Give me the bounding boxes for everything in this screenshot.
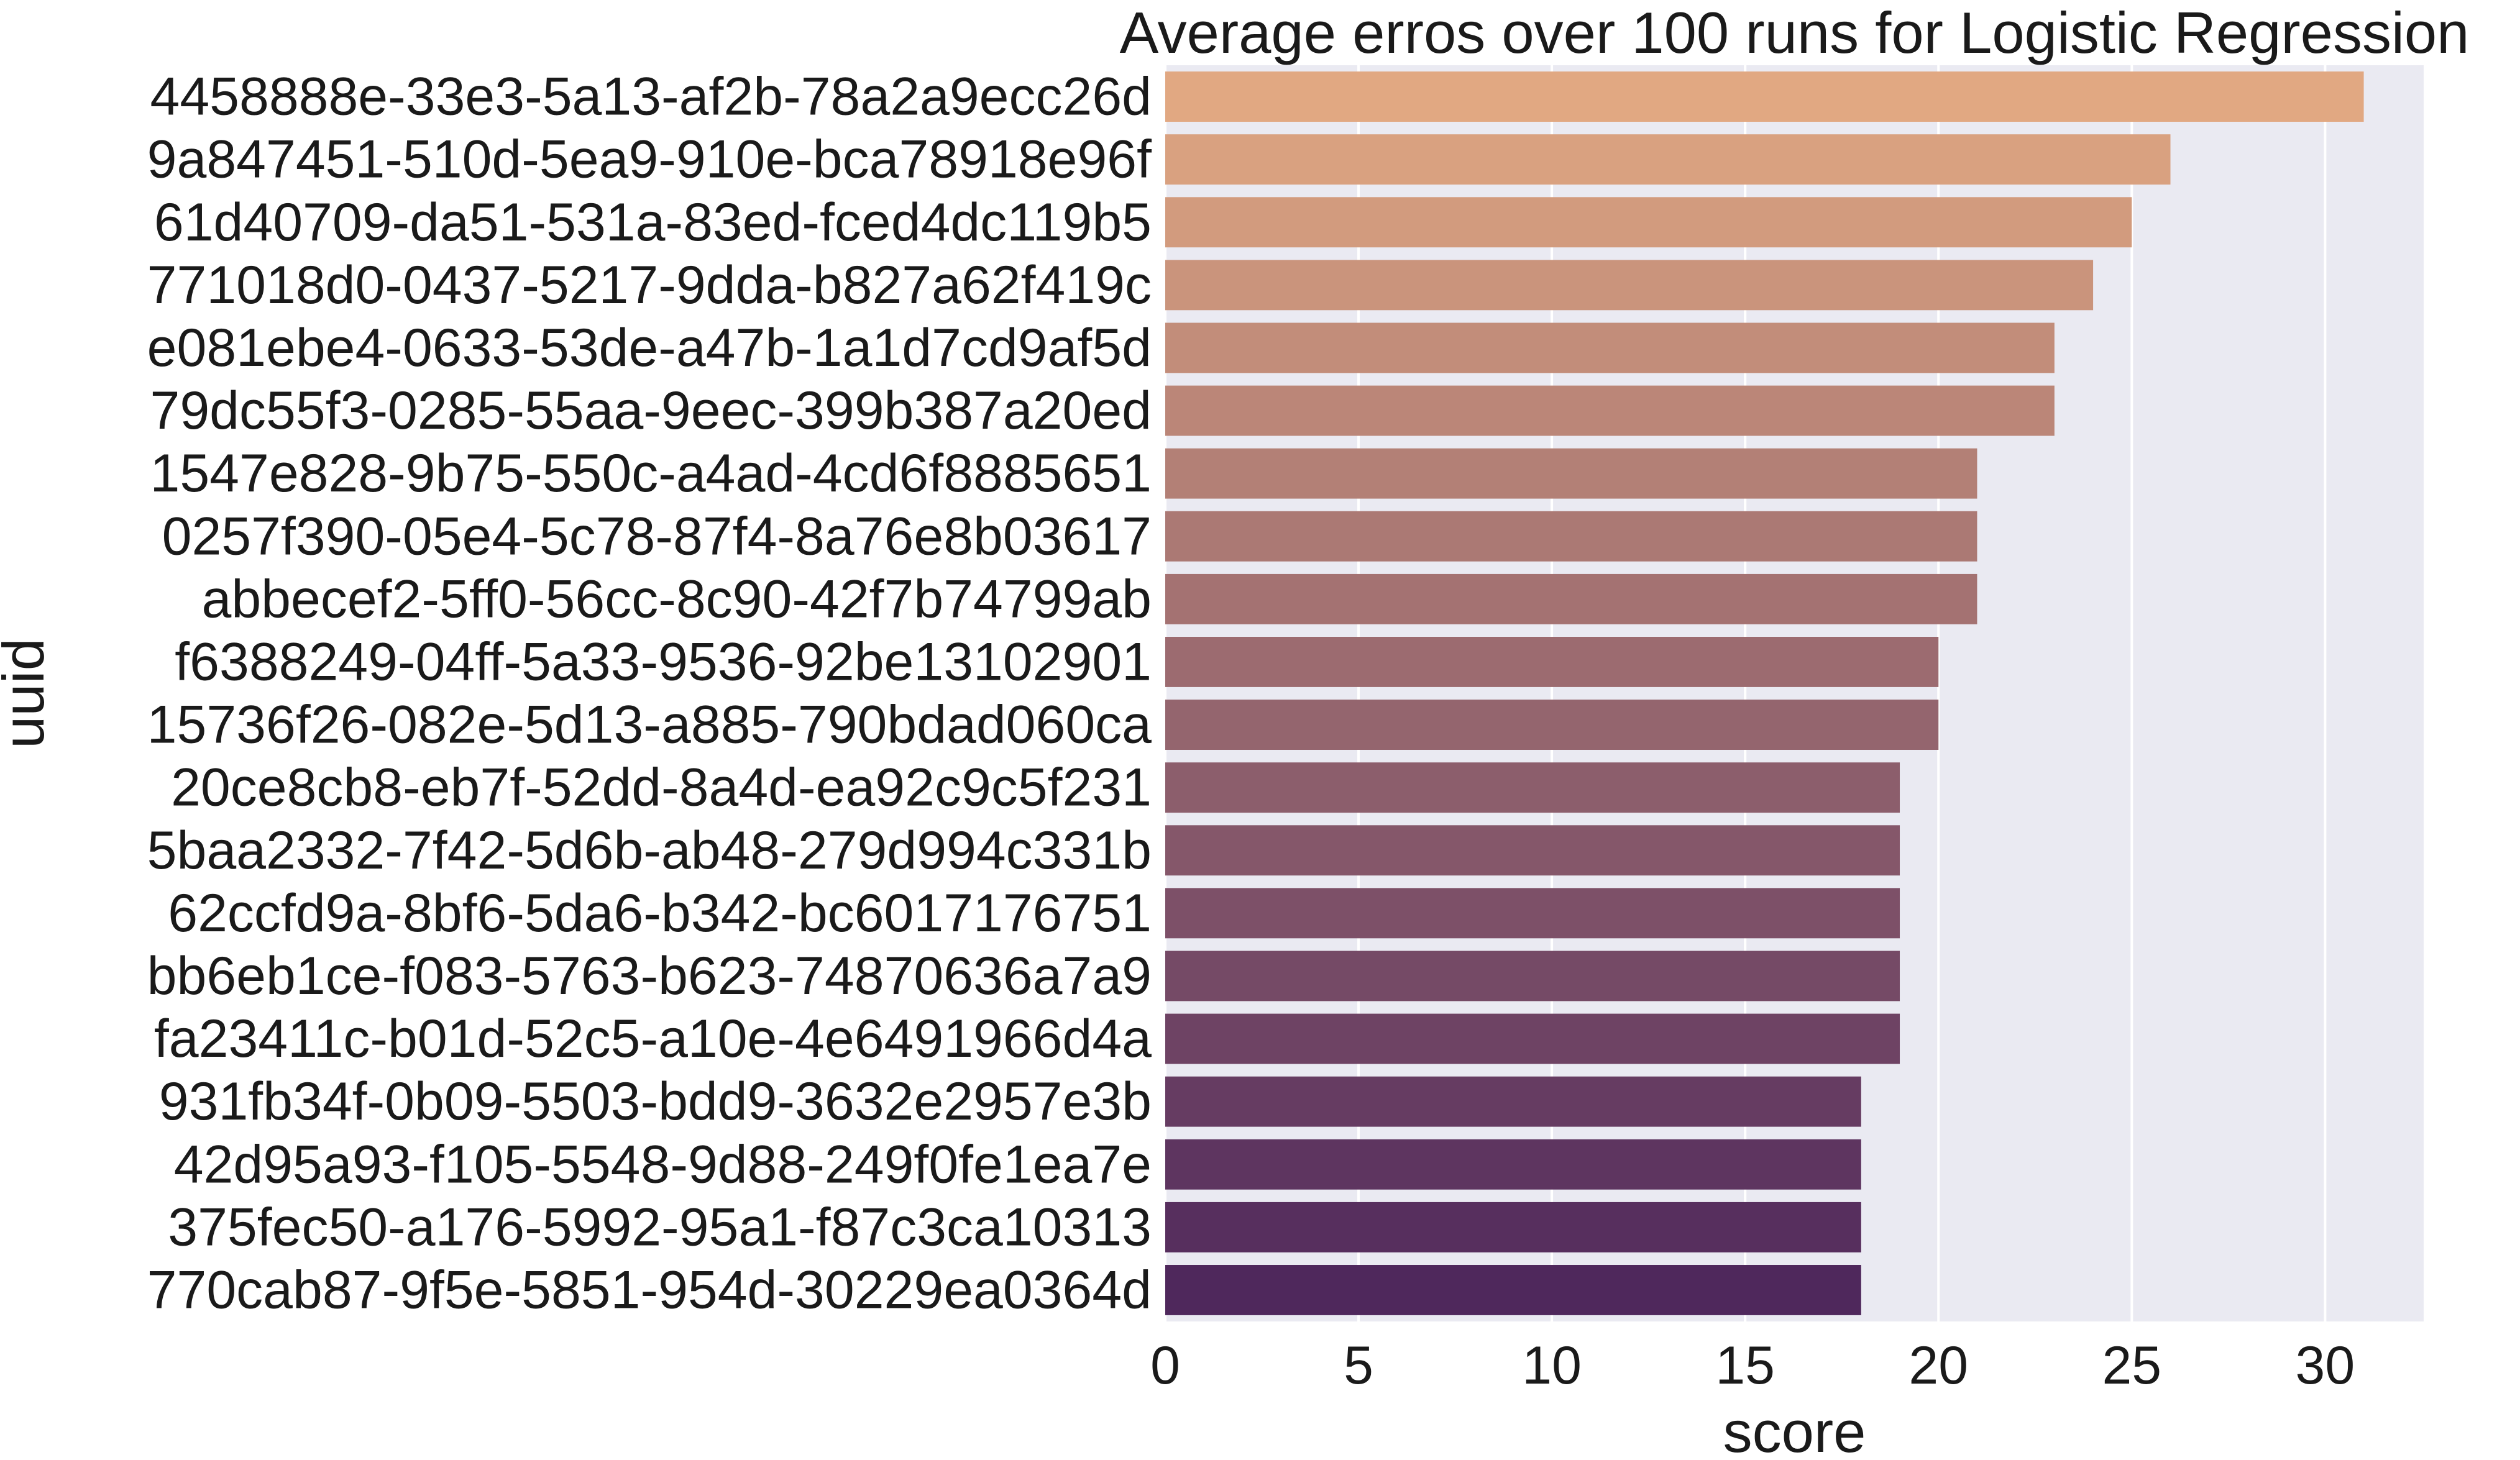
- y-tick-label: bb6eb1ce-f083-5763-b623-74870636a7a9: [147, 946, 1152, 1006]
- y-tick-label: 931fb34f-0b09-5503-bdd9-3632e2957e3b: [159, 1072, 1152, 1131]
- bar: [1165, 385, 2055, 436]
- bar: [1165, 511, 1977, 562]
- x-axis-label: score: [1723, 1399, 1866, 1457]
- y-tick-label: f6388249-04ff-5a33-9536-92be13102901: [175, 632, 1152, 691]
- bar: [1165, 1013, 1900, 1064]
- y-tick-label: fa23411c-b01d-52c5-a10e-4e6491966d4a: [154, 1009, 1152, 1069]
- y-tick-label: 79dc55f3-0285-55aa-9eec-399b387a20ed: [150, 381, 1152, 440]
- bar: [1165, 322, 2055, 373]
- y-tick-label: 61d40709-da51-531a-83ed-fced4dc119b5: [154, 193, 1152, 252]
- bar: [1165, 1265, 1861, 1315]
- bar: [1165, 951, 1900, 1001]
- bar: [1165, 71, 2364, 122]
- bar: [1165, 260, 2094, 311]
- bar: [1165, 825, 1900, 876]
- x-tick-label: 20: [1908, 1336, 1968, 1395]
- bar: [1165, 197, 2132, 248]
- y-tick-labels: 4458888e-33e3-5a13-af2b-78a2a9ecc26d9a84…: [147, 67, 1152, 1320]
- bar: [1165, 1202, 1861, 1252]
- y-tick-label: 42d95a93-f105-5548-9d88-249f0fe1ea7e: [174, 1134, 1152, 1194]
- y-tick-label: e081ebe4-0633-53de-a47b-1a1d7cd9af5d: [147, 318, 1152, 378]
- bar: [1165, 1139, 1861, 1190]
- y-tick-label: 62ccfd9a-8bf6-5da6-b342-bc6017176751: [168, 883, 1152, 943]
- x-tick-label: 10: [1522, 1336, 1582, 1395]
- x-tick-label: 25: [2102, 1336, 2161, 1395]
- y-axis-label: uuid: [0, 638, 56, 749]
- x-tick-label: 30: [2296, 1336, 2355, 1395]
- y-tick-label: 1547e828-9b75-550c-a4ad-4cd6f8885651: [150, 444, 1152, 503]
- bar: [1165, 448, 1977, 499]
- chart-title: Average erros over 100 runs for Logistic…: [1120, 0, 2470, 65]
- y-tick-label: 4458888e-33e3-5a13-af2b-78a2a9ecc26d: [150, 67, 1152, 127]
- x-tick-label: 5: [1344, 1336, 1373, 1395]
- y-tick-label: 770cab87-9f5e-5851-954d-30229ea0364d: [147, 1260, 1152, 1320]
- y-tick-label: 771018d0-0437-5217-9dda-b827a62f419c: [147, 255, 1152, 315]
- x-tick-label: 0: [1150, 1336, 1180, 1395]
- y-tick-label: 15736f26-082e-5d13-a885-790bdad060ca: [147, 695, 1152, 755]
- bar: [1165, 637, 1939, 687]
- bar: [1165, 573, 1977, 624]
- y-tick-label: 9a847451-510d-5ea9-910e-bca78918e96f: [147, 130, 1152, 189]
- plot-background: [1165, 65, 2424, 1321]
- y-tick-label: abbecef2-5ff0-56cc-8c90-42f7b74799ab: [202, 569, 1152, 629]
- bar: [1165, 134, 2171, 185]
- bar: [1165, 762, 1900, 813]
- x-tick-label: 15: [1715, 1336, 1775, 1395]
- y-tick-label: 20ce8cb8-eb7f-52dd-8a4d-ea92c9c5f231: [171, 758, 1152, 818]
- y-tick-label: 0257f390-05e4-5c78-87f4-8a76e8b03617: [162, 506, 1152, 566]
- x-tick-labels: 0 5 10 15 20 25 30: [1150, 1336, 2355, 1395]
- bar: [1165, 888, 1900, 939]
- y-tick-label: 5baa2332-7f42-5d6b-ab48-279d994c331b: [147, 821, 1152, 880]
- y-tick-label: 375fec50-a176-5992-95a1-f87c3ca10313: [168, 1197, 1152, 1257]
- bar: [1165, 700, 1939, 750]
- bars: [1165, 71, 2364, 1315]
- bar: [1165, 1076, 1861, 1127]
